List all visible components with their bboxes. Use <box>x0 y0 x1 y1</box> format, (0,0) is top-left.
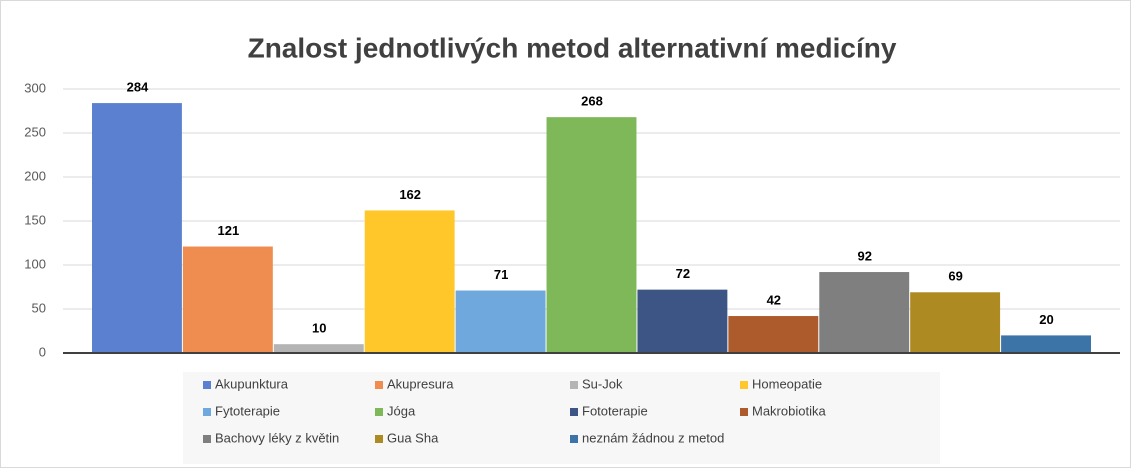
y-tick-label: 50 <box>32 300 46 315</box>
legend-swatch <box>203 408 211 416</box>
data-label: 42 <box>767 292 781 307</box>
legend-label: Fototerapie <box>582 403 648 418</box>
bar <box>637 289 728 353</box>
legend-swatch <box>375 381 383 389</box>
data-label: 71 <box>494 267 508 282</box>
legend-swatch <box>570 408 578 416</box>
legend-label: Homeopatie <box>752 376 822 391</box>
legend-label: neznám žádnou z metod <box>582 430 724 445</box>
y-tick-label: 100 <box>24 256 46 271</box>
data-label: 268 <box>581 94 603 109</box>
bar <box>1001 335 1091 353</box>
legend-swatch <box>203 435 211 443</box>
bar <box>364 210 455 353</box>
data-label: 121 <box>218 223 240 238</box>
legend-swatch <box>375 435 383 443</box>
legend-swatch <box>203 381 211 389</box>
legend-label: Fytoterapie <box>215 403 280 418</box>
legend-box <box>183 372 940 464</box>
y-tick-label: 0 <box>39 344 46 359</box>
y-tick-label: 250 <box>24 124 46 139</box>
bar <box>455 290 546 353</box>
bar <box>910 292 1001 353</box>
data-label: 162 <box>399 187 421 202</box>
legend-swatch <box>740 381 748 389</box>
legend-swatch <box>375 408 383 416</box>
data-label: 10 <box>312 321 326 336</box>
chart-title: Znalost jednotlivých metod alternativní … <box>248 32 897 63</box>
bar <box>546 117 637 353</box>
bar <box>182 246 273 353</box>
legend-label: Akupresura <box>387 376 454 391</box>
y-tick-label: 300 <box>24 80 46 95</box>
bar <box>728 316 819 353</box>
data-label: 284 <box>127 80 149 95</box>
y-tick-label: 200 <box>24 168 46 183</box>
legend-label: Bachovy léky z květin <box>215 430 339 445</box>
legend-label: Gua Sha <box>387 430 439 445</box>
data-label: 69 <box>948 269 962 284</box>
legend-label: Makrobiotika <box>752 403 826 418</box>
bar <box>819 272 910 353</box>
legend-swatch <box>740 408 748 416</box>
bar <box>273 344 364 353</box>
legend-label: Jóga <box>387 403 416 418</box>
y-tick-label: 150 <box>24 212 46 227</box>
legend-label: Akupunktura <box>215 376 289 391</box>
legend-swatch <box>570 381 578 389</box>
legend-label: Su-Jok <box>582 376 623 391</box>
bar <box>92 103 182 353</box>
data-label: 20 <box>1039 312 1053 327</box>
data-label: 92 <box>857 248 871 263</box>
data-label: 72 <box>676 266 690 281</box>
legend-swatch <box>570 435 578 443</box>
